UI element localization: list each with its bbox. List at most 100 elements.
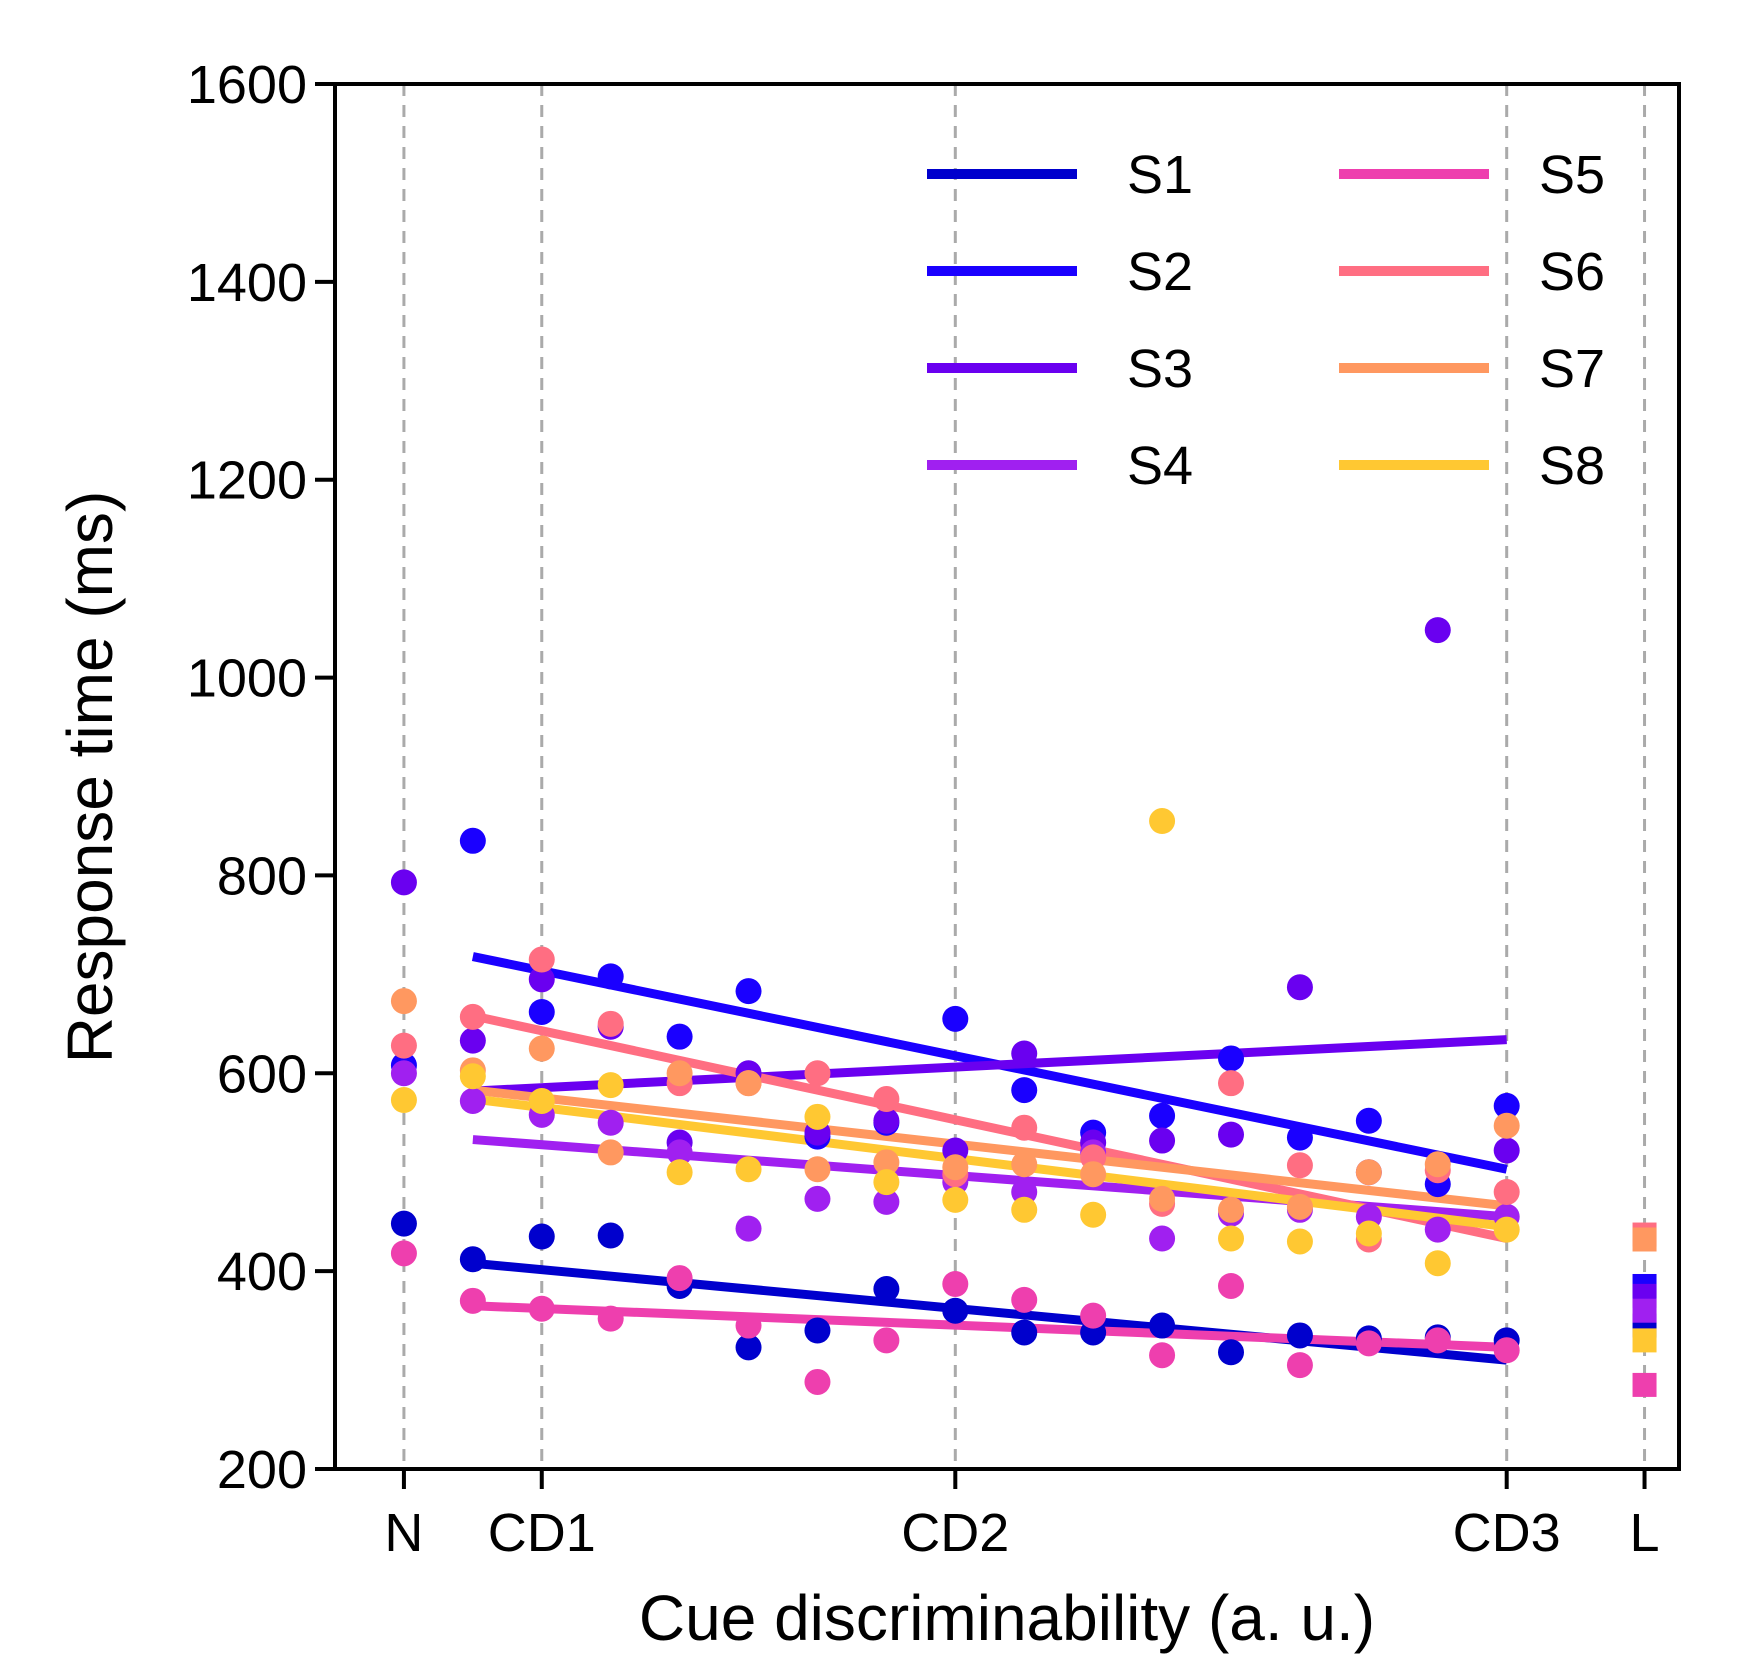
- data-point-s8: [1286, 1228, 1313, 1255]
- data-point-s5: [1149, 1342, 1176, 1369]
- data-point-s7: [942, 1154, 969, 1181]
- x-axis: N CD1 CD2 CD3 L: [384, 1469, 1660, 1563]
- data-point-s3: [528, 966, 555, 993]
- data-point-s8: [666, 1159, 693, 1186]
- data-point-s7: [1632, 1227, 1657, 1252]
- data-point-s8: [528, 1087, 555, 1114]
- data-point-s2: [942, 1005, 969, 1032]
- data-point-s8: [873, 1169, 900, 1196]
- legend-label-s1: S1: [1127, 145, 1193, 205]
- data-point-s7: [1218, 1196, 1244, 1223]
- data-point-s8: [735, 1156, 762, 1183]
- data-point-s3: [390, 869, 417, 896]
- y-tick-label: 1200: [187, 451, 307, 511]
- legend-label-s5: S5: [1539, 145, 1605, 205]
- data-point-s7: [1286, 1193, 1313, 1220]
- data-point-s7: [873, 1149, 900, 1176]
- data-point-s3: [1011, 1040, 1038, 1067]
- fit-line-s5: [472, 1301, 1507, 1352]
- data-point-s4: [804, 1185, 831, 1212]
- data-point-s1: [390, 1210, 417, 1237]
- data-point-s5: [459, 1287, 486, 1314]
- y-axis: 200 400 600 800 1000 1200 1400 1600: [187, 55, 335, 1500]
- fit-line-s7: [472, 1085, 1508, 1211]
- data-point-s5: [528, 1295, 555, 1322]
- data-point-s5: [735, 1312, 762, 1339]
- data-point-s8: [1149, 808, 1176, 835]
- data-point-s8: [804, 1103, 831, 1130]
- data-point-s2: [528, 998, 555, 1025]
- x-tick-label: CD2: [901, 1503, 1009, 1563]
- data-point-s6: [1286, 1152, 1313, 1179]
- data-point-s5: [390, 1240, 417, 1267]
- data-point-s3: [1493, 1137, 1520, 1164]
- data-point-s2: [1355, 1107, 1382, 1134]
- data-point-s6: [873, 1086, 900, 1113]
- data-point-s8: [597, 1072, 624, 1099]
- data-point-s1: [597, 1222, 624, 1249]
- data-point-s4: [1424, 1216, 1451, 1243]
- legend-label-s6: S6: [1539, 242, 1605, 302]
- y-tick-label: 600: [217, 1044, 307, 1104]
- legend: S1 S2 S3 S4 S5 S6 S7 S8: [927, 145, 1605, 496]
- data-point-s7: [1080, 1161, 1107, 1188]
- x-tick-label: CD3: [1453, 1503, 1561, 1563]
- data-point-s5: [597, 1305, 624, 1332]
- data-point-s8: [1424, 1250, 1451, 1277]
- data-point-s7: [390, 988, 417, 1015]
- fit-line-s3: [472, 1035, 1507, 1096]
- fit-lines-layer: [471, 952, 1508, 1365]
- data-point-s1: [1286, 1322, 1313, 1349]
- data-point-s4: [1011, 1179, 1038, 1205]
- data-point-s3: [1424, 617, 1451, 644]
- data-point-s2: [1286, 1124, 1313, 1151]
- legend-label-s2: S2: [1127, 242, 1193, 302]
- y-axis-title: Response time (ms): [54, 491, 126, 1064]
- x-tick-label: N: [384, 1503, 423, 1563]
- data-point-s3: [1218, 1121, 1244, 1148]
- data-point-s2: [597, 963, 624, 990]
- data-point-s1: [942, 1297, 969, 1324]
- plot-frame: [333, 82, 1681, 1471]
- data-point-s8: [390, 1086, 417, 1113]
- data-point-s4: [666, 1139, 693, 1166]
- data-point-s8: [1080, 1201, 1107, 1228]
- data-point-s2: [735, 978, 762, 1005]
- data-point-s6: [1011, 1114, 1038, 1141]
- data-point-s2: [1149, 1102, 1176, 1129]
- points-layer: [390, 617, 1657, 1397]
- data-point-s4: [873, 1188, 900, 1215]
- data-point-s7: [1149, 1185, 1176, 1212]
- data-point-s6: [528, 946, 555, 973]
- y-tick-label: 1400: [187, 253, 307, 313]
- x-tick-label: CD1: [488, 1503, 596, 1563]
- legend-label-s3: S3: [1127, 339, 1193, 399]
- data-point-s5: [1355, 1330, 1382, 1357]
- y-tick-label: 1600: [187, 55, 307, 115]
- data-point-s5: [666, 1265, 693, 1292]
- data-point-s7: [666, 1060, 693, 1087]
- data-point-s2: [666, 1023, 693, 1050]
- data-point-s4: [597, 1109, 624, 1136]
- y-tick-label: 800: [217, 846, 307, 906]
- data-point-s5: [804, 1368, 831, 1395]
- data-point-s8: [1493, 1216, 1520, 1243]
- data-point-s7: [1493, 1112, 1520, 1139]
- data-point-s1: [1218, 1339, 1244, 1366]
- data-point-s2: [459, 827, 486, 854]
- data-point-s4: [735, 1215, 762, 1242]
- data-point-s3: [1286, 974, 1313, 1001]
- data-point-s7: [1011, 1151, 1038, 1178]
- data-point-s8: [1218, 1225, 1244, 1252]
- data-point-s1: [459, 1246, 486, 1273]
- legend-label-s8: S8: [1539, 436, 1605, 496]
- data-point-s2: [1493, 1092, 1520, 1119]
- data-point-s1: [735, 1334, 762, 1361]
- x-axis-title: Cue discriminability (a. u.): [639, 1582, 1375, 1654]
- data-point-s1: [528, 1223, 555, 1250]
- data-point-s7: [1424, 1151, 1451, 1178]
- x-tick-label: L: [1630, 1503, 1660, 1563]
- data-point-s3: [873, 1107, 900, 1134]
- data-point-s5: [1424, 1327, 1451, 1354]
